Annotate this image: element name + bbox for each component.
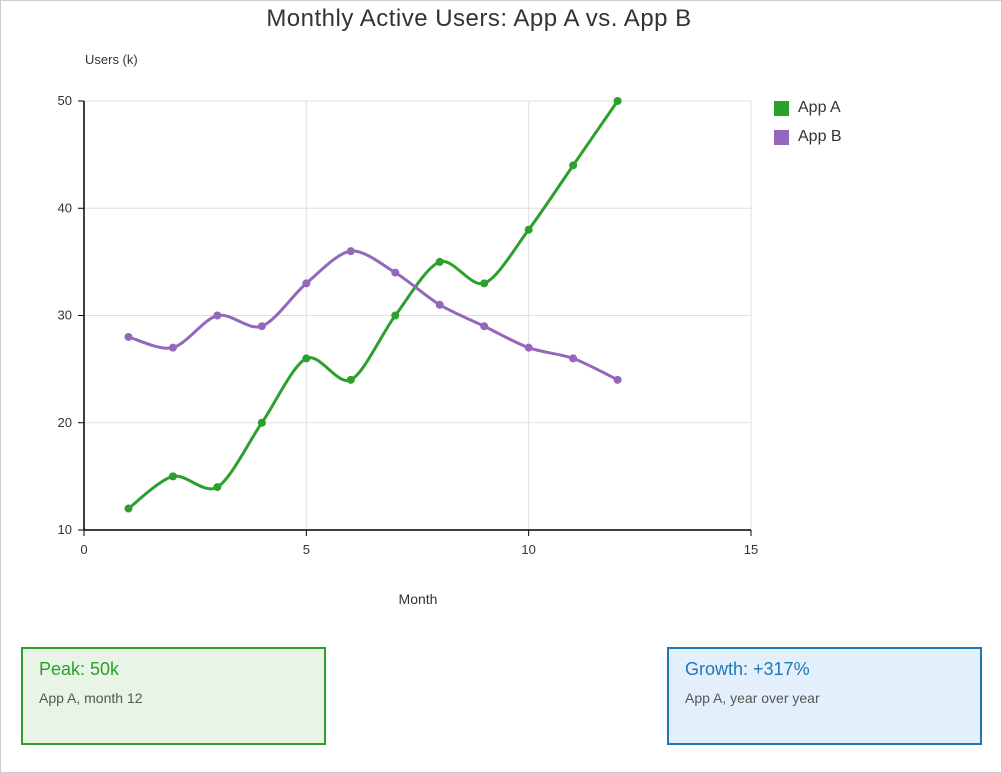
app-b-point (302, 279, 311, 288)
peak-card: Peak: 50k App A, month 12 (21, 647, 326, 745)
app-a-point (569, 161, 578, 170)
x-tick-label: 10 (521, 542, 535, 557)
series (124, 97, 622, 513)
app-a-legend-swatch (774, 101, 789, 116)
app-a-point (257, 418, 266, 427)
x-tick-label: 5 (303, 542, 310, 557)
x-tick-label: 0 (80, 542, 87, 557)
y-tick-label: 40 (58, 200, 72, 215)
growth-card: Growth: +317% App A, year over year (667, 647, 982, 745)
app-a-point (346, 375, 355, 384)
app-a-point (124, 504, 133, 513)
app-a-point (524, 225, 533, 234)
app-a-point (168, 472, 177, 481)
app-a-point (391, 311, 400, 320)
peak-value: Peak: 50k (39, 659, 120, 679)
app-a-point (435, 257, 444, 266)
app-b-point (257, 322, 266, 331)
app-b-point (480, 322, 489, 331)
axis-ticks: 0 5 10 15 10 20 30 40 50 (58, 93, 759, 557)
app-a-point (302, 354, 311, 363)
app-a-point (213, 483, 222, 492)
app-b-point (168, 343, 177, 352)
app-a-line (127, 100, 619, 510)
app-b-point (613, 375, 622, 384)
app-b-point (391, 268, 400, 277)
app-b-legend-swatch (774, 130, 789, 145)
y-tick-label: 30 (58, 308, 72, 323)
app-b-point (213, 311, 222, 320)
app-b-legend-label: App B (798, 128, 842, 145)
app-b-point (569, 354, 578, 363)
gridlines (84, 100, 752, 530)
app-a-point (613, 97, 622, 105)
app-b-point (524, 343, 533, 352)
y-axis-label: Users (k) (85, 52, 138, 67)
y-tick-label: 50 (58, 93, 72, 108)
peak-description: App A, month 12 (39, 690, 143, 706)
growth-description: App A, year over year (685, 690, 820, 706)
x-axis-label: Month (399, 591, 438, 607)
y-tick-label: 20 (58, 415, 72, 430)
app-a-point (480, 279, 489, 288)
growth-value: Growth: +317% (685, 659, 810, 679)
app-b-point (124, 332, 133, 341)
app-b-point (435, 300, 444, 309)
app-a-legend-label: App A (798, 99, 841, 116)
app-b-point (346, 247, 355, 256)
chart-title: Monthly Active Users: App A vs. App B (266, 5, 692, 32)
x-tick-label: 15 (744, 542, 758, 557)
y-tick-label: 10 (58, 522, 72, 537)
legend: App A App B (774, 99, 842, 145)
